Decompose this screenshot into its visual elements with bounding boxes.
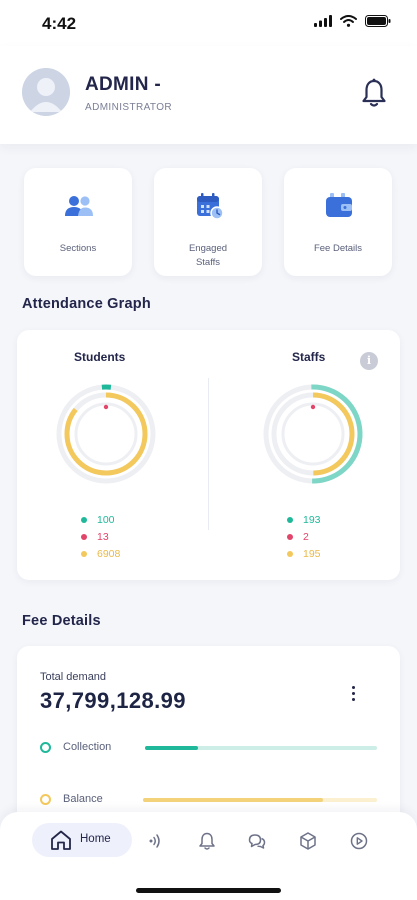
staffs-donut [263,384,363,484]
total-demand-label: Total demand [40,671,107,683]
attendance-card: Students Staffs i 100 13 6908 [17,330,400,580]
user-silhouette-icon [22,68,70,116]
legend-dot-other [81,550,87,557]
students-other-arc [64,392,148,476]
play-circle-icon[interactable] [349,831,369,851]
legend-row: 100 [81,511,120,528]
legend-row: 13 [81,528,120,545]
status-bar: 4:42 [0,0,417,46]
user-role: ADMINISTRATOR [85,102,173,113]
signal-icon [314,15,332,27]
balance-track [143,798,377,802]
collection-label: Collection [63,741,112,753]
legend-dot-present [287,516,293,523]
staffs-other-arc [271,392,355,476]
students-absent-value: 13 [97,530,109,543]
balance-marker [40,794,51,805]
attendance-title: Attendance Graph [22,296,151,312]
students-outer-track [56,384,156,484]
students-legend: 100 13 6908 [81,511,120,562]
staffs-present-value: 193 [303,513,321,526]
students-present-arc [56,384,156,484]
students-other-value: 6908 [97,547,121,560]
staffs-absent-dot [310,404,316,410]
engaged-staffs-label: Engaged Staffs [188,243,228,268]
legend-dot-absent [287,533,293,540]
broadcast-icon[interactable] [146,831,166,851]
legend-row: 195 [287,545,321,562]
legend-row: 193 [287,511,321,528]
collection-fill [145,746,199,750]
status-time: 4:42 [42,14,77,33]
legend-row: 2 [287,528,321,545]
students-donut [56,384,156,484]
info-icon[interactable]: i [360,352,378,370]
legend-row: 6908 [81,545,120,562]
cube-icon[interactable] [298,831,318,851]
status-icons [314,15,391,27]
fee-details-label: Fee Details [313,243,363,254]
legend-dot-absent [81,533,87,540]
more-options-button[interactable] [349,686,357,706]
profile-header: ADMIN - ADMINISTRATOR [0,46,417,144]
notifications-button[interactable] [361,78,387,108]
users-icon [65,196,93,216]
nav-home-button[interactable]: Home [32,823,132,857]
sections-card[interactable]: Sections [24,168,132,276]
fee-details-title: Fee Details [22,613,101,629]
staffs-heading: Staffs [292,350,326,364]
wifi-icon [340,15,357,27]
sections-label: Sections [59,243,97,254]
staffs-inner-track [281,402,345,466]
collection-row: Collection [40,740,380,756]
balance-fill [143,798,324,802]
avatar[interactable] [22,68,70,116]
staffs-legend: 193 2 195 [287,511,321,562]
wallet-icon [326,193,352,217]
collection-track [145,746,377,750]
students-heading: Students [74,350,126,364]
bell-icon[interactable] [197,831,217,851]
chart-divider [208,378,209,530]
collection-marker [40,742,51,753]
home-indicator [136,888,281,893]
bell-icon [362,78,386,107]
fee-details-panel: Total demand 37,799,128.99 Collection Ba… [17,646,400,836]
chat-icon[interactable] [247,831,267,851]
battery-icon [365,15,391,27]
staffs-absent-value: 2 [303,530,309,543]
legend-dot-other [287,550,293,557]
calendar-clock-icon [197,193,224,220]
legend-dot-present [81,516,87,523]
balance-row: Balance [40,792,380,808]
home-icon [51,830,71,850]
bottom-navigation: Home [0,812,417,900]
total-demand-amount: 37,799,128.99 [40,688,186,713]
students-present-value: 100 [97,513,115,526]
students-absent-dot [103,404,109,410]
balance-label: Balance [63,793,103,805]
user-name: ADMIN - [85,74,161,95]
nav-home-label: Home [80,833,111,845]
engaged-staffs-card[interactable]: Engaged Staffs [154,168,262,276]
staffs-other-value: 195 [303,547,321,560]
students-inner-track [74,402,138,466]
fee-details-card[interactable]: Fee Details [284,168,392,276]
